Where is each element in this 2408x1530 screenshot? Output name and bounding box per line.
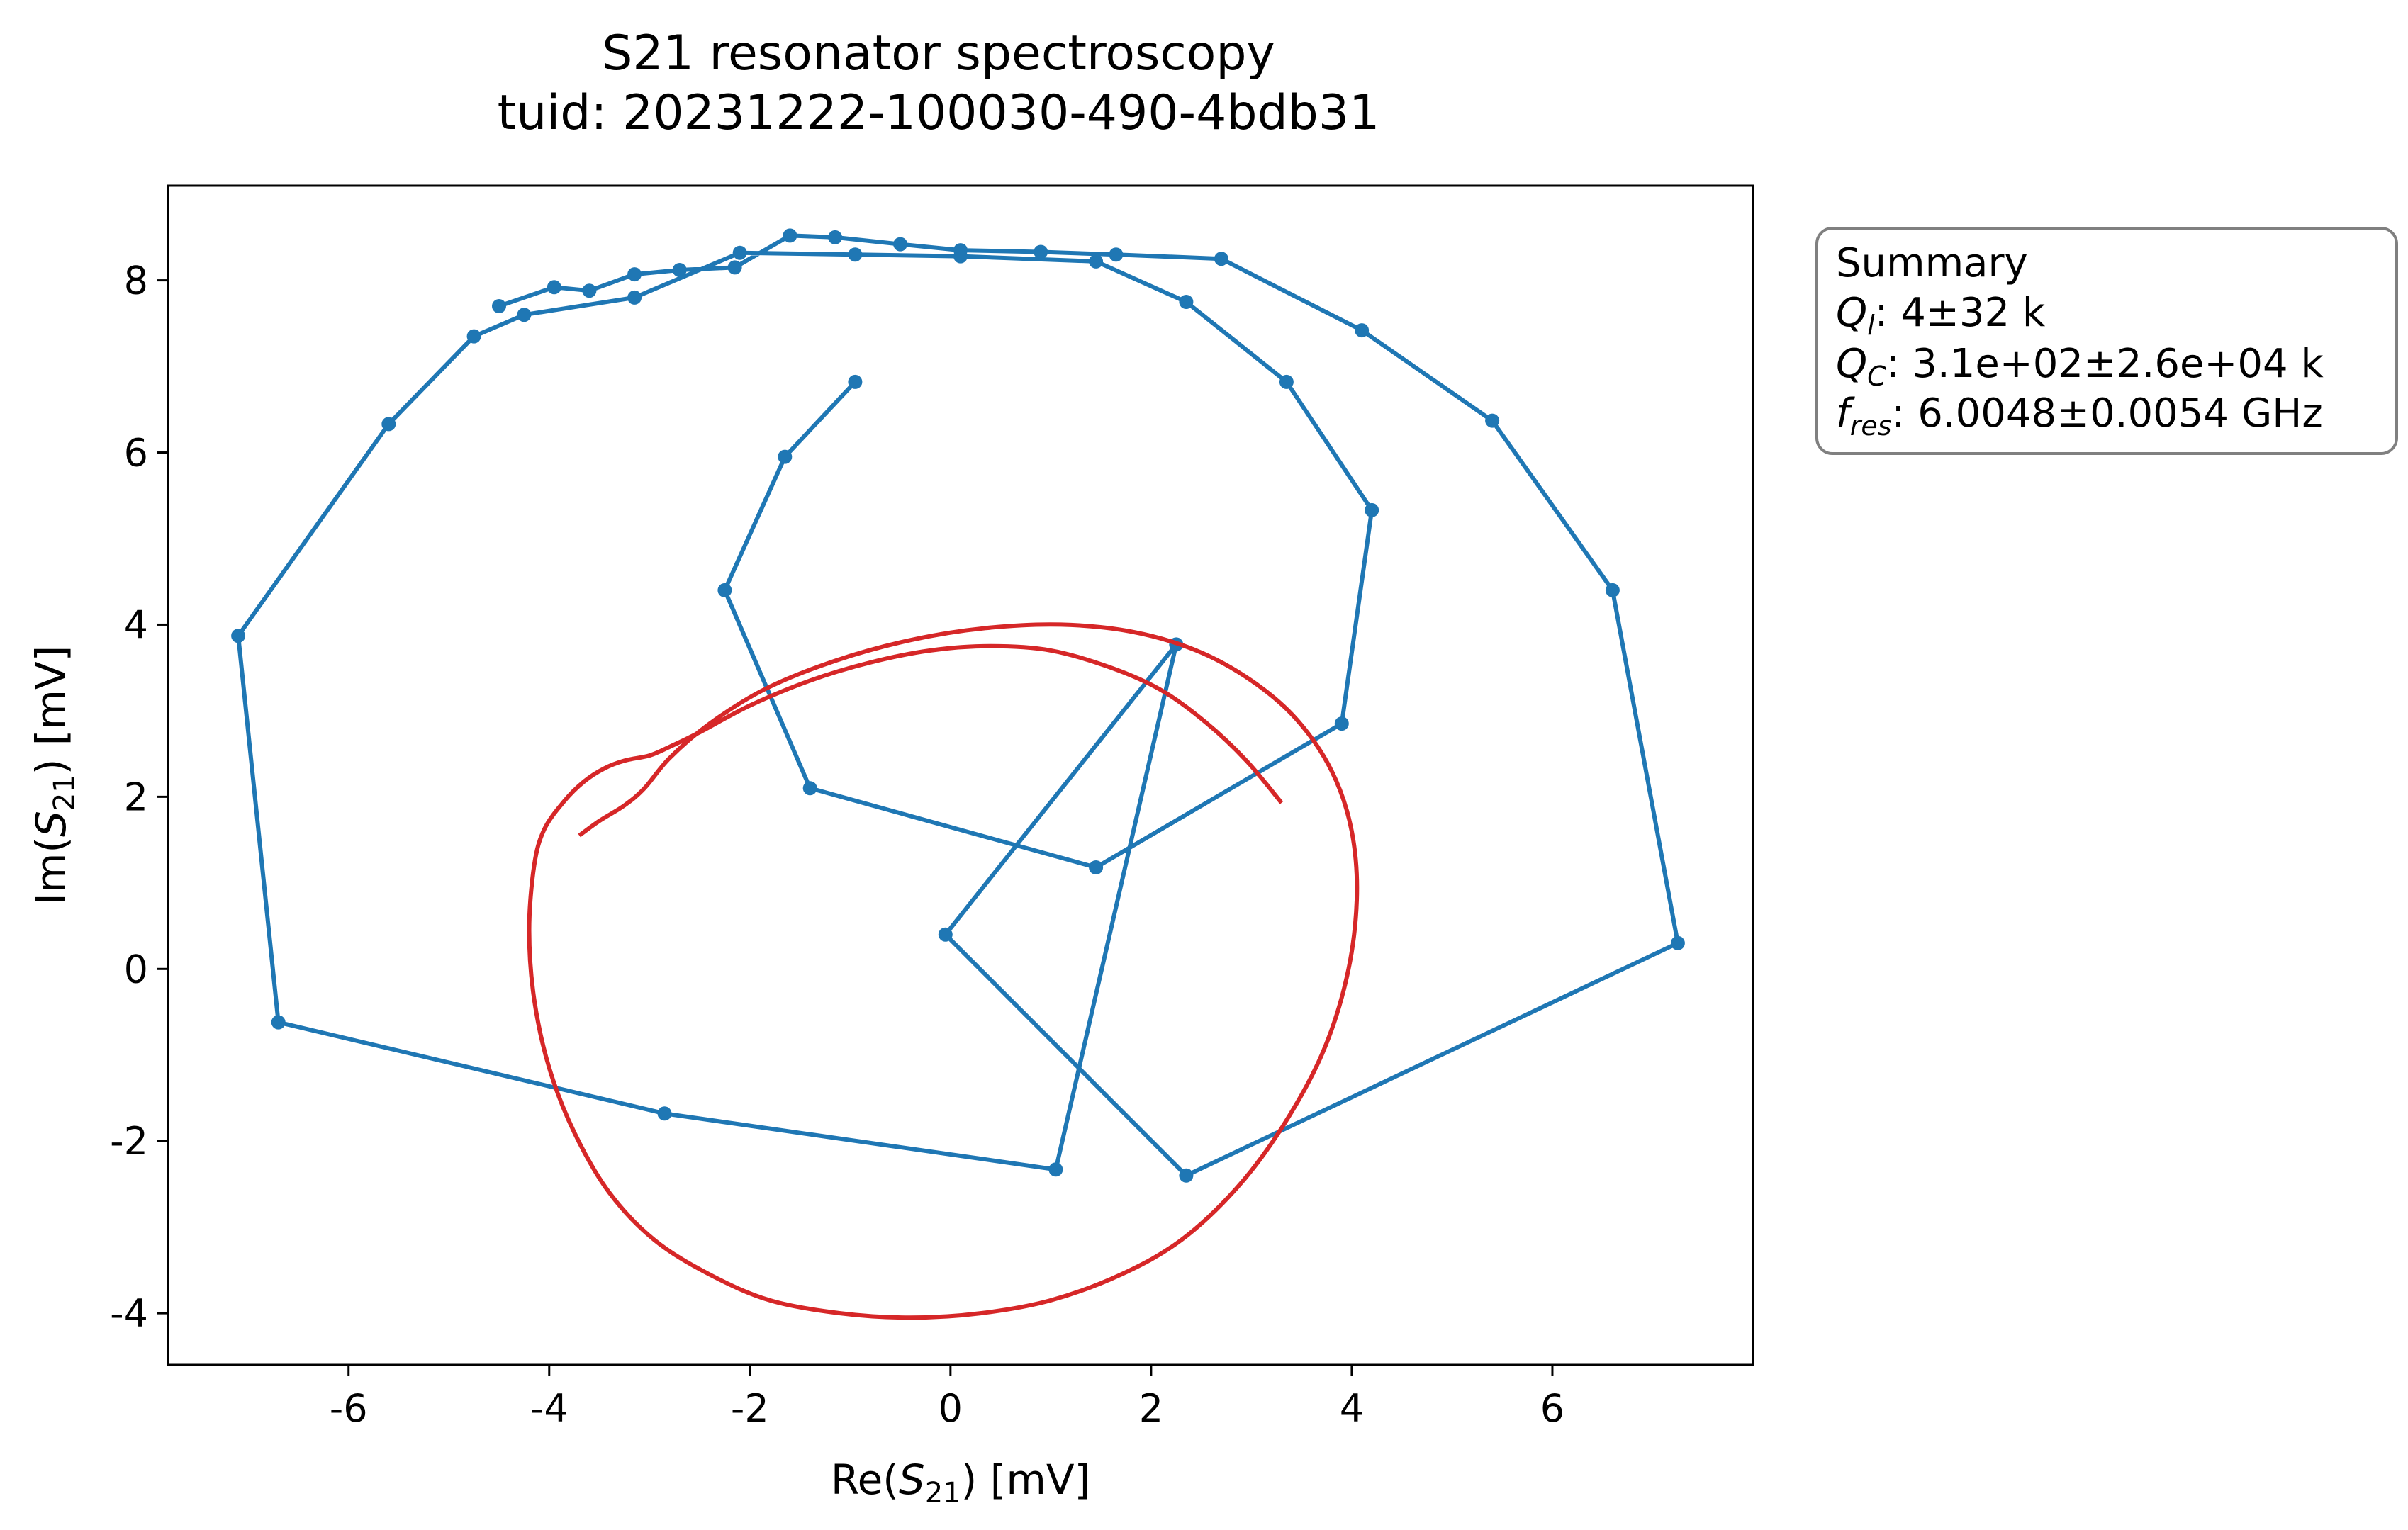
y-tick-label: 6 [124,431,148,476]
legend-ql-value: : 4±32 k [1875,290,2046,336]
data-point [848,374,863,389]
data-point [732,245,747,260]
data-point [1089,860,1104,874]
legend-qc-sub: C [1867,361,1886,392]
data-point [517,308,532,322]
data-point [828,230,843,244]
chart-title: S21 resonator spectroscopy [602,26,1275,81]
data-point [1179,295,1194,309]
legend-ql-sub: l [1867,310,1875,341]
data-point [848,247,863,262]
y-tick-label: 8 [124,259,148,303]
y-axis-ticks: -4 -2 0 2 4 6 8 [110,259,168,1336]
y-axis-label-base: Im( [27,837,75,905]
data-point [727,260,742,275]
data-point [1179,1168,1194,1183]
data-point [1089,254,1104,269]
x-tick-label: 0 [939,1386,963,1431]
y-tick-label: 2 [124,775,148,819]
data-series-line [236,233,1680,1178]
data-point [1109,247,1124,262]
legend-fres: fres: 6.0048±0.0054 GHz [1836,390,2323,441]
x-axis-label-base: Re( [831,1456,899,1504]
data-point [627,267,642,282]
data-point [1485,413,1500,428]
data-point [802,781,817,796]
data-point [672,263,687,277]
legend-frame [1815,227,2398,455]
x-tick-label: 4 [1340,1386,1364,1431]
x-tick-label: -6 [330,1386,368,1431]
y-tick-label: 4 [124,602,148,647]
data-point [783,228,797,243]
data-point [271,1015,286,1030]
x-tick-label: 2 [1139,1386,1163,1431]
data-point [466,329,481,344]
x-axis-label: Re(S21) [mV] [831,1456,1090,1509]
x-axis-label-var: S [899,1456,925,1504]
data-point [381,417,396,432]
data-point [627,290,642,305]
data-point [1355,323,1370,338]
y-axis-label-sub: 21 [48,775,81,811]
y-axis-label-tail: ) [mV] [27,646,75,775]
x-tick-label: -2 [731,1386,769,1431]
x-tick-label: -4 [530,1386,569,1431]
legend-fres-value: : 6.0048±0.0054 GHz [1892,390,2323,437]
data-point [1605,583,1620,597]
x-axis-label-tail: ) [mV] [961,1456,1091,1504]
legend-ql-var: Q [1836,290,1867,336]
data-point [1048,1162,1063,1177]
data-point [1334,716,1349,731]
data-point [1214,252,1228,266]
fit-curve [527,622,1360,1320]
legend-qc: QC: 3.1e+02±2.6e+04 k [1836,341,2324,392]
x-axis-ticks: -6 -4 -2 0 2 4 6 [330,1365,1564,1431]
data-point [657,1106,672,1121]
data-point [492,299,506,313]
y-tick-label: -2 [110,1119,148,1164]
data-point [778,449,793,464]
x-tick-label: 6 [1540,1386,1564,1431]
data-point [938,927,953,942]
data-point [1279,374,1294,389]
plot-area [231,228,1685,1320]
x-axis-label-sub: 21 [925,1477,961,1509]
legend-fres-sub: res [1850,410,1892,441]
data-point [717,583,732,597]
y-axis-label: Im(S21) [mV] [27,646,81,905]
data-point [547,280,561,295]
data-point [1034,244,1048,259]
y-tick-label: -4 [110,1291,148,1336]
data-point [582,283,597,298]
data-point [231,629,246,643]
plot-frame [167,184,1754,1366]
y-axis-label-var: S [27,811,75,837]
y-tick-label: 0 [124,947,148,991]
chart-subtitle: tuid: 20231222-100030-490-4bdb31 [498,85,1380,141]
legend-summary: Summary [1836,240,2028,286]
legend-qc-var: Q [1836,341,1867,387]
data-point [953,243,968,258]
data-point [1365,502,1379,517]
legend-box: Summary Ql: 4±32 k QC: 3.1e+02±2.6e+04 k… [1815,227,2398,455]
data-point [893,237,908,252]
legend-qc-value: : 3.1e+02±2.6e+04 k [1886,341,2324,387]
data-point [1670,935,1685,950]
legend-ql: Ql: 4±32 k [1836,290,2046,341]
